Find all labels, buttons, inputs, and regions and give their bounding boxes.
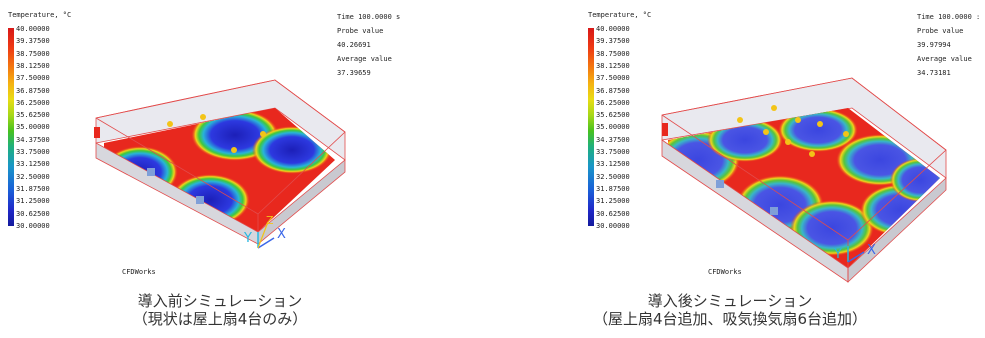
tick-label: 32.50000	[16, 172, 50, 181]
caption-line-1: 導入後シミュレーション	[647, 292, 813, 310]
tick-label: 33.12500	[596, 160, 630, 169]
x-axis-icon	[847, 251, 865, 263]
cold-zone	[790, 200, 874, 256]
tick-label: 30.00000	[16, 221, 50, 230]
tick-label: 38.75000	[596, 49, 630, 58]
tick-label: 33.12500	[16, 160, 50, 169]
tick-label: 37.50000	[16, 74, 50, 83]
tick-label: 35.00000	[596, 123, 630, 132]
tick-label: 36.87500	[16, 86, 50, 95]
room-outline	[95, 79, 346, 215]
brand-watermark: CFDWorks	[708, 268, 742, 276]
legend-title: Temperature, °C	[8, 11, 72, 19]
temperature-colorbar	[8, 28, 14, 226]
tick-label: 36.25000	[16, 98, 50, 107]
tick-label: 37.50000	[596, 74, 630, 83]
brand-watermark: CFDWorks	[122, 268, 156, 276]
roof-fan-icon	[763, 129, 769, 135]
probe-info: Time 100.0000 : Probe value 39.97994 Ave…	[917, 11, 980, 81]
probe-label: Probe value	[917, 27, 964, 35]
inlet-marker	[662, 123, 668, 136]
axis-y-label: Y	[833, 247, 842, 262]
legend-title: Temperature, °C	[588, 11, 652, 19]
tick-label: 38.12500	[16, 61, 50, 70]
tick-label: 30.62500	[16, 209, 50, 218]
vent-marker	[716, 180, 724, 188]
tick-label: 33.75000	[16, 148, 50, 156]
roof-fan-icon	[843, 131, 849, 137]
after-simulation-panel: Temperature, °C 40.00000 39.37500 38.750…	[580, 0, 985, 338]
tick-label: 31.87500	[596, 184, 630, 193]
average-value: 37.39659	[337, 69, 371, 77]
tick-label: 35.00000	[16, 123, 50, 132]
temperature-colorbar	[588, 28, 594, 226]
roof-fan-icon	[260, 131, 266, 137]
x-axis-icon	[257, 237, 275, 249]
roof-fan-icon	[785, 139, 791, 145]
roof-fan-icon	[795, 117, 801, 123]
caption-line-2: （屋上扇4台追加、吸気換気扇6台追加）	[592, 310, 868, 328]
tick-label: 32.50000	[596, 172, 630, 181]
time-label: Time 100.0000 s	[337, 13, 401, 21]
tick-label: 30.62500	[596, 209, 630, 218]
probe-info: Time 100.0000 s Probe value 40.26691 Ave…	[337, 11, 400, 81]
before-simulation-panel: Temperature, °C 40.00000 39.37500 38.750…	[0, 0, 440, 338]
after-3d-scene: Y X	[661, 77, 947, 283]
tick-label: 35.62500	[596, 111, 630, 120]
caption-line-1: 導入前シミュレーション	[137, 292, 303, 310]
roof-fan-icon	[200, 114, 206, 120]
tick-label: 38.12500	[596, 61, 630, 70]
tick-label: 40.00000	[596, 25, 630, 33]
tick-label: 38.75000	[16, 49, 50, 58]
probe-value: 40.26691	[337, 41, 371, 49]
axis-z-label: Z	[266, 214, 274, 227]
tick-label: 39.37500	[596, 37, 630, 46]
average-label: Average value	[917, 55, 972, 63]
tick-label: 36.87500	[596, 86, 630, 95]
vent-marker	[770, 207, 778, 215]
z-axis-icon	[257, 221, 269, 249]
tick-label: 34.37500	[16, 135, 50, 144]
roof-fan-icon	[771, 105, 777, 111]
time-label: Time 100.0000 :	[917, 13, 981, 21]
tick-label: 40.00000	[16, 25, 50, 33]
tick-label: 35.62500	[16, 111, 50, 120]
tick-label: 31.25000	[596, 197, 630, 206]
average-label: Average value	[337, 55, 392, 63]
tick-label: 30.00000	[596, 221, 630, 230]
caption-line-2: （現状は屋上扇4台のみ）	[132, 310, 308, 328]
tick-label: 31.25000	[16, 197, 50, 206]
vent-marker	[147, 168, 155, 176]
tick-label: 34.37500	[596, 135, 630, 144]
tick-label: 39.37500	[16, 37, 50, 46]
axis-x-label: X	[277, 227, 286, 242]
tick-label: 36.25000	[596, 98, 630, 107]
vent-marker	[196, 196, 204, 204]
axis-x-label: X	[867, 243, 876, 258]
probe-value: 39.97994	[917, 41, 951, 49]
average-value: 34.73181	[917, 69, 951, 77]
roof-fan-icon	[817, 121, 823, 127]
caption: 導入後シミュレーション （屋上扇4台追加、吸気換気扇6台追加）	[530, 292, 930, 328]
caption: 導入前シミュレーション （現状は屋上扇4台のみ）	[0, 292, 440, 328]
inlet-marker	[94, 127, 100, 138]
roof-fan-icon	[809, 151, 815, 157]
before-3d-scene: Y X Z	[94, 79, 346, 249]
roof-fan-icon	[737, 117, 743, 123]
roof-fan-icon	[231, 147, 237, 153]
axis-y-label: Y	[243, 231, 252, 246]
roof-fan-icon	[167, 121, 173, 127]
tick-label: 31.87500	[16, 184, 50, 193]
room-outline	[661, 77, 947, 241]
probe-label: Probe value	[337, 27, 384, 35]
tick-label: 33.75000	[596, 148, 630, 156]
